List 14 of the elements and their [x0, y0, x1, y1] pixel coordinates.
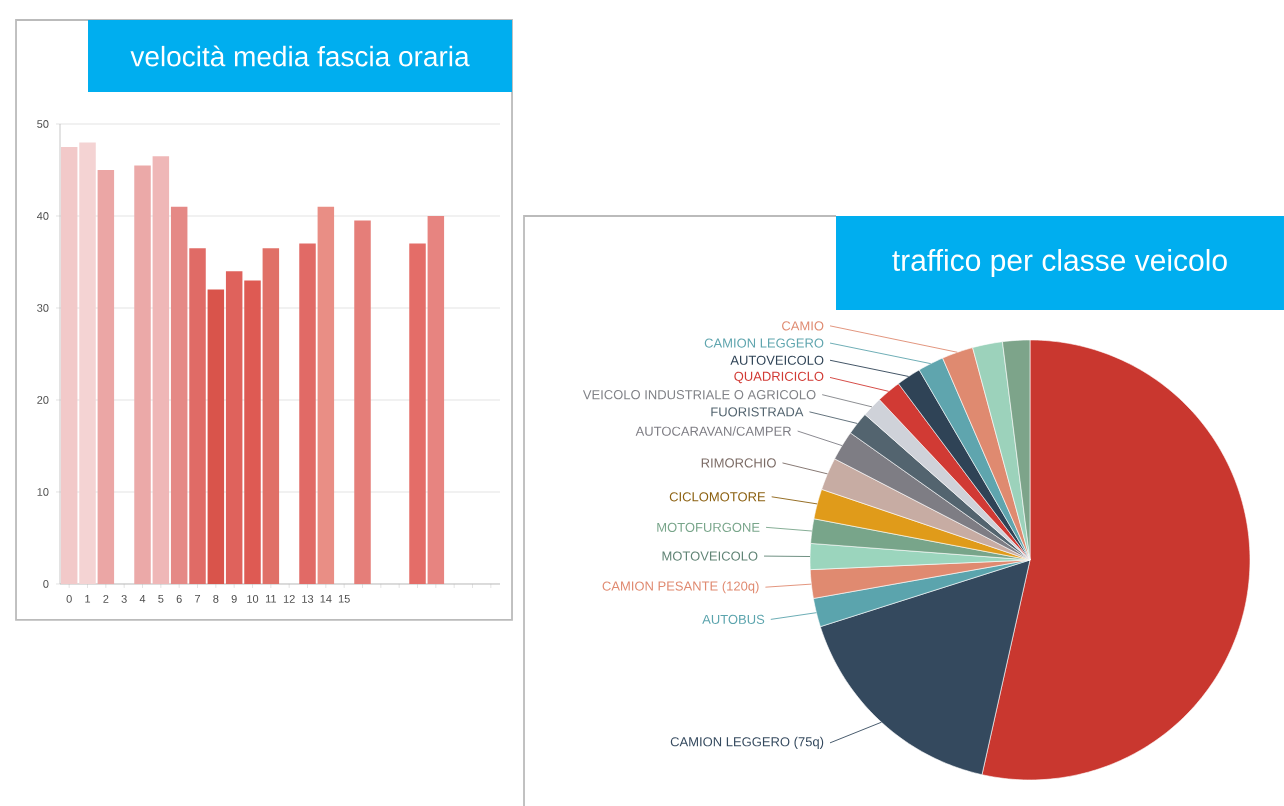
bar — [354, 220, 371, 584]
bar — [299, 243, 316, 584]
bar — [207, 289, 225, 584]
bar — [134, 164, 151, 584]
bar — [262, 247, 280, 584]
chart-title: traffico per classe veicolo — [892, 248, 1227, 277]
bar — [97, 169, 115, 584]
bar — [170, 206, 188, 584]
bar — [409, 243, 426, 584]
chart-title: velocità media fascia oraria — [130, 45, 470, 66]
bar — [317, 206, 335, 584]
bar — [427, 215, 445, 584]
bar — [189, 247, 206, 584]
bar — [152, 155, 170, 584]
